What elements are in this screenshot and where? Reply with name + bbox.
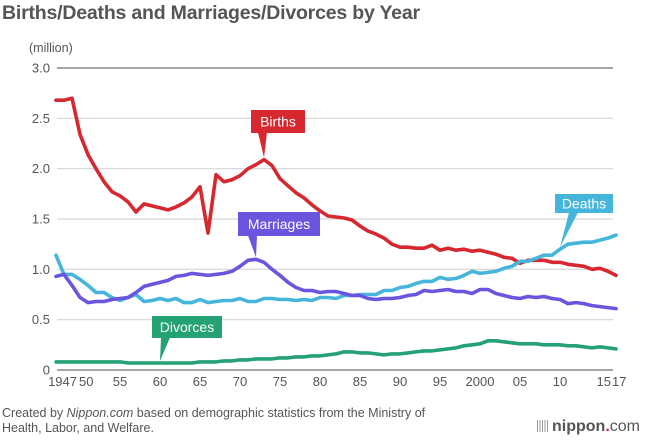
nippon-logo: nippon.com bbox=[537, 418, 640, 436]
series-line-marriages bbox=[54, 257, 618, 311]
x-tick-label: 65 bbox=[193, 374, 207, 389]
callout-deaths: Deaths bbox=[555, 194, 613, 248]
callout-box bbox=[251, 110, 305, 133]
callout-marriages: Marriages bbox=[238, 212, 320, 258]
series-line-deaths bbox=[54, 233, 618, 305]
y-axis-unit: (million) bbox=[29, 41, 73, 55]
y-tick-label: 2.5 bbox=[32, 111, 50, 126]
y-tick-label: 1.0 bbox=[32, 262, 50, 277]
chart-title: Births/Deaths and Marriages/Divorces by … bbox=[2, 2, 420, 24]
y-axis: (million) 0 0.5 1.0 1.5 2.0 2.5 3.0 bbox=[29, 41, 73, 378]
callout-box bbox=[152, 316, 222, 338]
series-labels: Births Deaths Marriages Divorces bbox=[152, 110, 613, 361]
x-tick-label: 90 bbox=[393, 374, 407, 389]
callout-box bbox=[238, 212, 320, 236]
x-tick-label: 05 bbox=[513, 374, 527, 389]
callout-divorces: Divorces bbox=[152, 316, 222, 361]
y-tick-label: 0 bbox=[43, 363, 50, 378]
x-tick-label: 60 bbox=[153, 374, 167, 389]
callout-pointer bbox=[258, 132, 267, 158]
y-tick-label: 2.0 bbox=[32, 161, 50, 176]
source-name: Nippon.com bbox=[66, 406, 134, 420]
x-tick-label: 95 bbox=[433, 374, 447, 389]
sound-bars-icon bbox=[537, 420, 548, 432]
y-tick-label: 3.0 bbox=[32, 61, 50, 76]
source-suffix: based on demographic statistics from the… bbox=[2, 406, 426, 435]
x-tick-label: 50 bbox=[79, 374, 93, 389]
x-tick-label: 80 bbox=[313, 374, 327, 389]
logo-tld: com bbox=[609, 418, 640, 435]
callout-pointer bbox=[248, 235, 257, 258]
series-line-divorces bbox=[54, 338, 618, 365]
logo-dot: . bbox=[605, 418, 610, 435]
x-tick-label: 2000 bbox=[466, 374, 495, 389]
x-tick-label: 75 bbox=[273, 374, 287, 389]
x-tick-label: 55 bbox=[113, 374, 127, 389]
callout-box bbox=[555, 194, 613, 213]
series-label: Deaths bbox=[562, 196, 606, 212]
callout-births: Births bbox=[251, 110, 305, 158]
series-lines bbox=[54, 96, 618, 365]
logo-name: nippon bbox=[552, 418, 606, 435]
x-tick-label: 1947 bbox=[48, 374, 77, 389]
callout-pointer bbox=[160, 337, 170, 361]
x-tick-label: 85 bbox=[353, 374, 367, 389]
x-axis: 1947 50 55 60 65 70 75 80 85 90 95 2000 05 10 15 17 bbox=[48, 374, 626, 389]
x-tick-label: 15 bbox=[597, 374, 611, 389]
gridlines bbox=[57, 67, 613, 371]
series-line-births bbox=[54, 96, 618, 278]
series-label: Marriages bbox=[248, 216, 310, 232]
series-label: Divorces bbox=[160, 319, 214, 335]
y-tick-label: 0.5 bbox=[32, 312, 50, 327]
x-tick-label: 10 bbox=[553, 374, 567, 389]
x-tick-label: 70 bbox=[233, 374, 247, 389]
series-label: Births bbox=[260, 114, 296, 130]
source-prefix: Created by bbox=[2, 406, 67, 420]
x-tick-label: 17 bbox=[612, 374, 626, 389]
callout-pointer bbox=[560, 212, 578, 248]
y-tick-label: 1.5 bbox=[32, 212, 50, 227]
source-note: Created by Nippon.com based on demograph… bbox=[2, 406, 442, 436]
